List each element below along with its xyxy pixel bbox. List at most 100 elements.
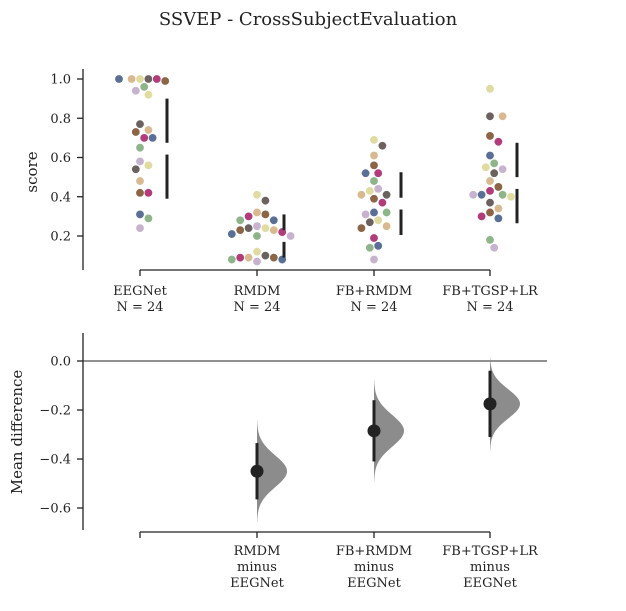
- mean-difference-point: [250, 464, 264, 478]
- data-point: [481, 163, 490, 172]
- data-point: [236, 226, 245, 235]
- data-point: [152, 75, 161, 83]
- data-point: [269, 226, 278, 235]
- data-point: [227, 255, 236, 264]
- top-y-tick-label: 0.4: [50, 190, 71, 205]
- bottom-y-tick-label: −0.6: [39, 502, 71, 517]
- data-point: [382, 190, 391, 199]
- data-point: [382, 222, 391, 231]
- data-point: [365, 218, 374, 227]
- data-point: [261, 196, 270, 205]
- data-point: [370, 255, 378, 264]
- data-point: [370, 194, 378, 203]
- data-point: [370, 234, 378, 242]
- data-point: [144, 161, 153, 170]
- data-point: [374, 169, 383, 178]
- data-point: [469, 190, 478, 199]
- data-point: [486, 177, 494, 185]
- data-point: [253, 257, 261, 266]
- data-point: [144, 188, 153, 197]
- bottom-y-tick-label: −0.2: [39, 404, 71, 419]
- category-label: RMDM: [234, 284, 281, 299]
- data-point: [507, 192, 515, 201]
- data-point: [477, 212, 486, 221]
- data-point: [494, 214, 503, 223]
- data-point: [131, 128, 140, 136]
- bottom-y-tick-label: −0.4: [39, 453, 71, 468]
- data-point: [361, 169, 370, 178]
- data-point: [498, 190, 507, 199]
- comparison-label: FB+TGSP+LR: [442, 544, 539, 559]
- data-point: [136, 177, 144, 185]
- data-point: [361, 210, 370, 219]
- data-point: [136, 143, 144, 152]
- data-point: [227, 230, 236, 238]
- data-point: [261, 224, 270, 233]
- data-point: [127, 75, 136, 83]
- comparison-label: EEGNet: [347, 576, 401, 591]
- data-point: [370, 135, 378, 144]
- data-point: [253, 190, 261, 199]
- data-point: [131, 165, 140, 174]
- data-point: [486, 208, 494, 217]
- data-point: [486, 186, 494, 195]
- data-point: [136, 188, 144, 197]
- data-point: [494, 137, 503, 146]
- data-point: [253, 247, 261, 256]
- data-point: [144, 75, 153, 83]
- chart-title: SSVEP - CrossSubjectEvaluation: [159, 9, 458, 30]
- mean-difference-point: [483, 397, 497, 411]
- data-point: [374, 185, 383, 193]
- bootstrap-distribution: [490, 356, 520, 451]
- data-point: [374, 216, 383, 225]
- data-point: [378, 198, 387, 207]
- comparison-label: RMDM: [234, 544, 281, 559]
- data-point: [477, 190, 486, 199]
- data-point: [357, 224, 366, 233]
- top-y-tick-label: 0.2: [50, 230, 71, 245]
- top-y-tick-label: 0.8: [50, 112, 71, 127]
- data-point: [486, 198, 494, 207]
- mean-difference-panel: Mean difference −0.6 −0.4 −0.2 0.0 RMDMminu…: [8, 333, 547, 591]
- top-y-axis-label: score: [23, 151, 41, 192]
- mean-difference-point: [367, 424, 381, 438]
- data-point: [148, 133, 157, 142]
- bottom-y-tick-label: 0.0: [50, 355, 71, 370]
- data-point: [253, 208, 261, 217]
- sample-size-label: N = 24: [466, 300, 513, 315]
- data-point: [365, 243, 374, 252]
- sample-size-label: N = 24: [233, 300, 280, 315]
- data-point: [370, 161, 378, 170]
- data-point: [498, 112, 507, 121]
- data-point: [370, 151, 378, 160]
- data-point: [136, 224, 144, 233]
- data-point: [253, 232, 261, 240]
- category-label: FB+TGSP+LR: [442, 284, 539, 299]
- data-point: [378, 141, 387, 150]
- data-point: [269, 253, 278, 262]
- data-point: [236, 216, 245, 225]
- data-point: [486, 112, 494, 121]
- data-point: [490, 243, 499, 252]
- bottom-y-axis-label: Mean difference: [8, 370, 26, 495]
- data-point: [144, 214, 153, 223]
- data-point: [136, 210, 144, 219]
- top-y-tick-label: 1.0: [50, 73, 71, 88]
- comparison-label: minus: [237, 560, 277, 575]
- data-point: [140, 133, 149, 142]
- bootstrap-distribution: [257, 420, 287, 523]
- data-point: [136, 157, 144, 166]
- data-point: [382, 208, 391, 217]
- data-point: [136, 120, 144, 129]
- comparison-label: EEGNet: [230, 576, 284, 591]
- data-point: [136, 75, 144, 83]
- data-point: [370, 177, 378, 185]
- data-point: [286, 232, 295, 240]
- data-point: [490, 159, 499, 168]
- data-point: [490, 169, 499, 178]
- data-point: [357, 190, 366, 199]
- data-point: [261, 210, 270, 219]
- data-point: [486, 84, 494, 93]
